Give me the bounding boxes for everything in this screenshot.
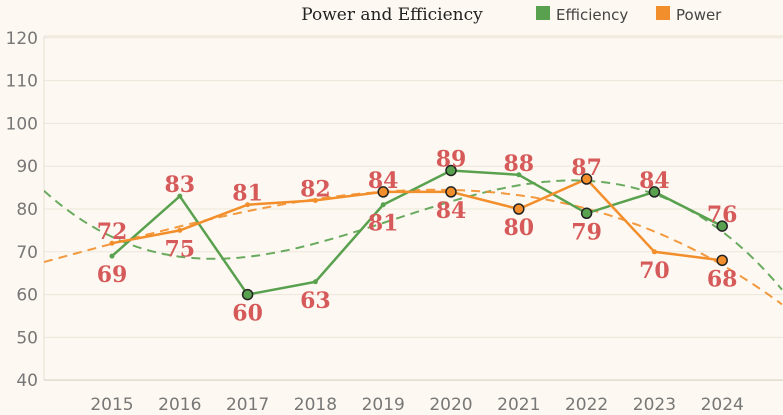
legend-swatch-power	[656, 6, 670, 20]
y-axis: 40 50 60 70 80 90 100 110 120	[6, 29, 38, 391]
data-label-efficiency: 63	[300, 288, 331, 314]
x-tick-label: 2022	[565, 395, 608, 415]
data-point-power[interactable]	[716, 254, 728, 267]
data-label-power: 84	[368, 168, 399, 194]
y-tick-label: 60	[16, 286, 38, 306]
data-label-power: 81	[232, 181, 263, 207]
data-label-power: 68	[707, 266, 738, 292]
x-tick-label: 2019	[362, 395, 405, 415]
trendline-power	[44, 188, 783, 306]
x-tick-label: 2020	[429, 395, 472, 415]
data-label-power: 72	[97, 219, 128, 245]
series-line-efficiency	[111, 169, 723, 296]
data-point-power[interactable]	[445, 186, 457, 198]
x-axis: 2015 2016 2017 2018 2019 2020 2021 2022 2023 2024	[90, 395, 743, 415]
data-label-efficiency: 83	[164, 172, 195, 198]
data-point-power[interactable]	[109, 240, 115, 246]
y-tick-label: 110	[6, 72, 38, 92]
x-tick-label: 2017	[226, 395, 269, 415]
series	[109, 164, 728, 301]
data-point-efficiency[interactable]	[312, 279, 318, 285]
data-label-efficiency: 69	[97, 262, 128, 288]
data-label-power: 84	[436, 198, 467, 224]
y-tick-label: 100	[6, 114, 38, 134]
data-label-power: 70	[639, 258, 670, 284]
x-tick-label: 2023	[633, 395, 676, 415]
trendlines	[44, 179, 783, 306]
y-tick-label: 50	[16, 328, 38, 348]
data-label-power: 80	[503, 215, 534, 241]
data-label-efficiency: 79	[571, 219, 602, 245]
data-point-efficiency[interactable]	[580, 207, 593, 220]
x-tick-label: 2018	[294, 395, 337, 415]
gridlines	[44, 37, 783, 381]
data-point-efficiency[interactable]	[716, 220, 728, 232]
chart-title: Power and Efficiency	[301, 5, 483, 25]
y-tick-label: 90	[16, 157, 38, 177]
y-tick-label: 120	[6, 29, 38, 49]
data-label-power: 82	[300, 176, 331, 202]
data-point-power[interactable]	[580, 173, 593, 185]
data-point-efficiency[interactable]	[648, 186, 661, 198]
data-label-efficiency: 60	[232, 301, 263, 327]
data-label-efficiency: 84	[639, 168, 670, 194]
data-label-efficiency: 81	[368, 211, 399, 237]
data-point-efficiency[interactable]	[109, 253, 115, 259]
x-tick-label: 2016	[158, 395, 201, 415]
data-label-efficiency: 89	[436, 146, 467, 172]
data-label-power: 87	[571, 155, 602, 181]
data-point-power[interactable]	[312, 197, 318, 203]
legend-label-efficiency: Efficiency	[556, 6, 628, 24]
data-point-efficiency[interactable]	[177, 193, 183, 199]
data-point-power[interactable]	[245, 202, 251, 208]
data-point-efficiency[interactable]	[380, 202, 386, 208]
data-label-efficiency: 88	[503, 151, 534, 177]
data-labels: 69 72 83 75 60 81 63 82 81 84 89 84 88 80 79 87 84 70 76 68	[97, 146, 738, 326]
y-tick-label: 70	[16, 243, 38, 263]
data-point-power[interactable]	[177, 227, 183, 233]
legend-label-power: Power	[676, 6, 722, 24]
data-point-efficiency[interactable]	[241, 288, 254, 301]
legend: Efficiency Power	[536, 6, 722, 24]
data-point-efficiency[interactable]	[516, 172, 522, 178]
x-tick-label: 2015	[90, 395, 133, 415]
data-point-power[interactable]	[377, 186, 389, 198]
y-tick-label: 80	[16, 200, 38, 220]
data-point-power[interactable]	[651, 249, 657, 255]
legend-swatch-efficiency	[536, 6, 550, 20]
data-point-power[interactable]	[513, 203, 525, 215]
series-line-power	[111, 177, 723, 262]
x-tick-label: 2021	[497, 395, 540, 415]
data-label-efficiency: 76	[707, 202, 738, 228]
y-tick-label: 40	[16, 371, 38, 391]
data-label-power: 75	[164, 236, 195, 262]
x-tick-label: 2024	[701, 395, 744, 415]
trendline-efficiency	[44, 179, 783, 291]
data-point-efficiency[interactable]	[445, 164, 457, 177]
